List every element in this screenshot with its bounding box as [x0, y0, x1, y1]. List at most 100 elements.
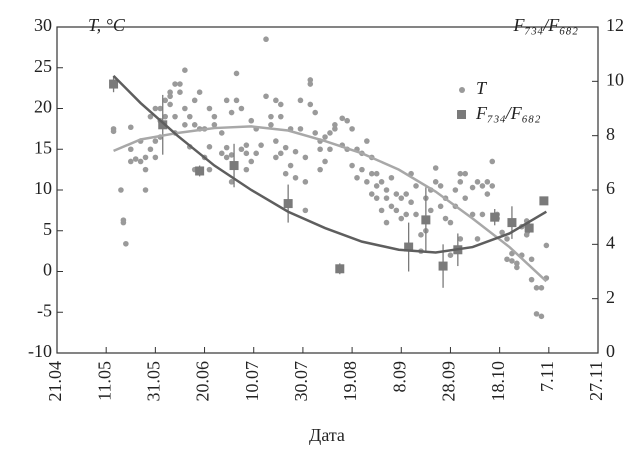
point — [523, 232, 530, 238]
point — [307, 101, 314, 108]
point — [457, 170, 464, 177]
point — [223, 97, 230, 104]
point — [507, 218, 517, 228]
y-tick-label: 5 — [43, 219, 52, 239]
point — [206, 105, 213, 112]
point — [408, 199, 414, 206]
point — [142, 187, 149, 193]
point — [359, 166, 365, 173]
point — [327, 146, 333, 153]
point — [137, 158, 144, 165]
legend-label: T — [476, 78, 488, 98]
point — [167, 93, 173, 100]
point — [533, 311, 540, 317]
point — [344, 117, 350, 124]
point — [418, 232, 424, 238]
point — [413, 183, 419, 189]
point — [393, 191, 400, 197]
point — [268, 113, 274, 120]
point — [504, 256, 510, 263]
point — [206, 166, 213, 173]
point — [322, 158, 328, 165]
point — [158, 120, 168, 130]
point — [538, 285, 545, 291]
point — [196, 89, 203, 95]
point — [132, 156, 139, 162]
point — [182, 105, 188, 112]
point — [438, 261, 448, 271]
point — [474, 179, 481, 185]
point — [489, 183, 496, 189]
x-tick-label: 11.05 — [94, 361, 114, 401]
point — [253, 150, 259, 157]
point — [538, 313, 545, 320]
point — [437, 203, 444, 210]
point — [509, 258, 515, 264]
point — [479, 183, 486, 189]
point — [504, 236, 510, 242]
point — [243, 150, 250, 157]
fit-line — [112, 75, 547, 254]
point — [383, 187, 390, 193]
point — [172, 81, 178, 87]
point — [297, 126, 304, 132]
point — [177, 89, 183, 95]
y2-tick-label: 10 — [606, 69, 624, 89]
point — [302, 179, 309, 185]
y-tick-label: 15 — [34, 137, 52, 157]
point — [432, 179, 439, 185]
point — [312, 130, 319, 136]
point — [283, 199, 293, 209]
y-tick-label: 10 — [34, 178, 52, 198]
point — [191, 97, 198, 104]
point — [147, 113, 154, 120]
x-tick-label: 7.11 — [537, 361, 557, 392]
point — [528, 276, 535, 283]
point — [152, 105, 159, 112]
x-tick-label: 31.05 — [143, 361, 163, 402]
point — [206, 144, 213, 150]
point — [484, 191, 491, 197]
point — [539, 196, 549, 206]
point — [182, 122, 188, 128]
y2-tick-label: 12 — [606, 15, 624, 35]
point — [228, 179, 235, 185]
point — [442, 215, 449, 222]
point — [489, 158, 496, 165]
point — [110, 126, 117, 132]
point — [452, 187, 459, 193]
x-tick-label: 20.06 — [193, 361, 213, 402]
point — [233, 70, 240, 77]
point — [490, 212, 500, 222]
point — [282, 170, 289, 177]
point — [447, 219, 454, 226]
point — [368, 170, 375, 177]
point — [383, 195, 390, 201]
x-tick-label: 27.11 — [586, 361, 606, 401]
point — [373, 170, 380, 177]
point — [432, 165, 439, 171]
point — [277, 113, 284, 120]
point — [123, 240, 129, 247]
point — [277, 150, 284, 157]
x-tick-label: 8.09 — [389, 361, 409, 393]
point — [118, 187, 124, 193]
point — [383, 219, 390, 226]
point — [364, 138, 370, 144]
x-tick-label: 19.08 — [340, 361, 360, 402]
point — [339, 115, 346, 122]
point — [147, 146, 154, 153]
point — [373, 195, 380, 201]
point — [533, 285, 540, 291]
point — [354, 174, 360, 181]
point — [312, 109, 319, 116]
point — [268, 122, 274, 128]
point — [243, 142, 250, 148]
x-tick-label: 28.09 — [439, 361, 459, 402]
y-axis-label: T, °C — [88, 15, 126, 35]
point — [263, 36, 269, 43]
point — [120, 219, 127, 226]
point — [152, 154, 159, 161]
point — [223, 144, 230, 151]
point — [393, 207, 400, 214]
